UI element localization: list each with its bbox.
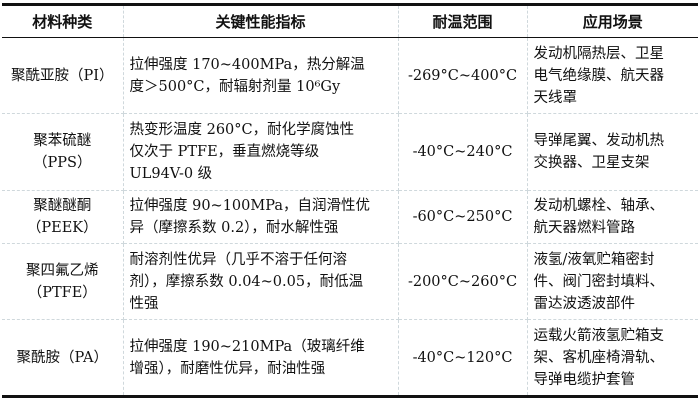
cell-temperature: -200°C~260°C — [398, 243, 528, 320]
properties-text: 热变形温度 260°C，耐化学腐蚀性 — [129, 122, 355, 138]
table-row: 聚四氟乙烯 （PTFE） 耐溶剂性优异（几乎不溶于任何溶 剂），摩擦系数 0.04~0… — [2, 243, 698, 320]
cell-temperature: -40°C~120°C — [398, 319, 528, 397]
properties-text: 增强），耐磨性优异，耐油性强 — [129, 360, 326, 377]
cell-applications: 运载火箭液氢贮箱支 架、客机座椅滑轨、 导弹电缆护套管 — [527, 320, 698, 397]
properties-text: 异（摩擦系数 0.2），耐水解性强 — [129, 220, 339, 236]
temperature-text: -60°C~250°C — [412, 209, 513, 225]
properties-text: 耐溶剂性优异（几乎不溶于任何溶 — [129, 251, 348, 268]
properties-text: 拉伸强度 190~210MPa（玻璃纤维 — [129, 338, 365, 355]
properties-text: 拉伸强度 170~400MPa，热分解温 — [129, 56, 365, 73]
cell-material: 聚苯硫醚 （PPS） — [2, 113, 124, 191]
applications-text: 架、客机座椅滑轨、 — [533, 349, 665, 366]
table-row: 聚酰亚胺（PI） 拉伸强度 170~400MPa，热分解温 度＞500°C，耐辐射剂… — [2, 37, 698, 114]
header-row: 材料种类 关键性能指标 耐温范围 应用场景 — [2, 4, 698, 38]
cell-temperature: -40°C~240°C — [398, 113, 528, 191]
table-body: 聚酰亚胺（PI） 拉伸强度 170~400MPa，热分解温 度＞500°C，耐辐射剂… — [2, 37, 698, 397]
material-text: 聚醚醚酮 — [33, 198, 92, 214]
applications-text: 雷达波透波部件 — [533, 295, 636, 312]
temperature-text: -40°C~120°C — [412, 349, 513, 366]
header-properties: 关键性能指标 — [123, 4, 399, 38]
material-text: 聚四氟乙烯 — [26, 262, 99, 279]
applications-text: 发动机螺栓、轴承、 — [533, 198, 665, 214]
applications-text: 运载火箭液氢贮箱支 — [533, 327, 665, 344]
header-temperature: 耐温范围 — [398, 4, 528, 38]
material-text: 聚酰亚胺（PI） — [11, 67, 114, 84]
cell-temperature: -60°C~250°C — [398, 190, 528, 244]
temperature-text: -200°C~260°C — [407, 273, 518, 290]
applications-text: 导弹电缆护套管 — [533, 371, 636, 388]
applications-text: 件、阀门密封填料、 — [533, 273, 665, 290]
material-text: （PTFE） — [27, 284, 97, 301]
cell-material: 聚酰亚胺（PI） — [2, 37, 124, 114]
cell-properties: 拉伸强度 90~100MPa，自润滑性优 异（摩擦系数 0.2），耐水解性强 — [123, 190, 399, 244]
properties-text: 拉伸强度 90~100MPa，自润滑性优 — [129, 198, 370, 214]
properties-text: 仅次于 PTFE，垂直燃烧等级 — [129, 144, 320, 160]
header-material: 材料种类 — [2, 4, 124, 38]
cell-properties: 拉伸强度 170~400MPa，热分解温 度＞500°C，耐辐射剂量 10⁶Gy — [123, 37, 399, 114]
header-applications: 应用场景 — [527, 4, 698, 38]
cell-applications: 发动机螺栓、轴承、 航天器燃料管路 — [527, 190, 698, 244]
properties-text: 度＞500°C，耐辐射剂量 10⁶Gy — [129, 78, 341, 95]
cell-material: 聚酰胺（PA） — [2, 319, 124, 397]
material-text: （PEEK） — [26, 220, 98, 236]
cell-applications: 发动机隔热层、卫星 电气绝缘膜、航天器 天线罩 — [527, 37, 698, 114]
applications-text: 天线罩 — [533, 89, 578, 106]
cell-applications: 液氢/液氧贮箱密封 件、阀门密封填料、 雷达波透波部件 — [527, 243, 698, 320]
material-text: 聚酰胺（PA） — [16, 349, 108, 366]
applications-text: 航天器燃料管路 — [533, 220, 636, 236]
properties-text: 性强 — [129, 295, 159, 312]
applications-text: 导弹尾翼、发动机热 — [533, 133, 665, 149]
applications-text: 液氢/液氧贮箱密封 — [533, 251, 655, 268]
material-text: 聚苯硫醚 — [33, 133, 92, 149]
table-row: 聚醚醚酮 （PEEK） 拉伸强度 90~100MPa，自润滑性优 异（摩擦系数 0.2… — [2, 190, 698, 244]
materials-table: 材料种类 关键性能指标 耐温范围 应用场景 聚酰亚胺（PI） 拉伸强度 170~4… — [2, 3, 698, 398]
temperature-text: -269°C~400°C — [407, 67, 518, 84]
applications-text: 交换器、卫星支架 — [533, 155, 650, 171]
cell-properties: 耐溶剂性优异（几乎不溶于任何溶 剂），摩擦系数 0.04~0.05，耐低温 性强 — [123, 243, 399, 320]
material-text: （PPS） — [33, 155, 92, 171]
table-row: 聚苯硫醚 （PPS） 热变形温度 260°C，耐化学腐蚀性 仅次于 PTFE，垂直燃烧… — [2, 113, 698, 191]
table-row: 聚酰胺（PA） 拉伸强度 190~210MPa（玻璃纤维 增强），耐磨性优异，耐油性… — [2, 319, 698, 397]
cell-applications: 导弹尾翼、发动机热 交换器、卫星支架 — [527, 113, 698, 191]
cell-properties: 热变形温度 260°C，耐化学腐蚀性 仅次于 PTFE，垂直燃烧等级 UL94V-0… — [123, 113, 399, 191]
cell-temperature: -269°C~400°C — [398, 37, 528, 114]
properties-text: UL94V-0 级 — [129, 166, 213, 182]
cell-material: 聚四氟乙烯 （PTFE） — [2, 243, 124, 320]
applications-text: 电气绝缘膜、航天器 — [533, 67, 665, 84]
cell-material: 聚醚醚酮 （PEEK） — [2, 190, 124, 244]
temperature-text: -40°C~240°C — [412, 144, 513, 160]
properties-text: 剂），摩擦系数 0.04~0.05，耐低温 — [129, 273, 364, 290]
applications-text: 发动机隔热层、卫星 — [533, 45, 665, 62]
cell-properties: 拉伸强度 190~210MPa（玻璃纤维 增强），耐磨性优异，耐油性强 — [123, 319, 399, 397]
